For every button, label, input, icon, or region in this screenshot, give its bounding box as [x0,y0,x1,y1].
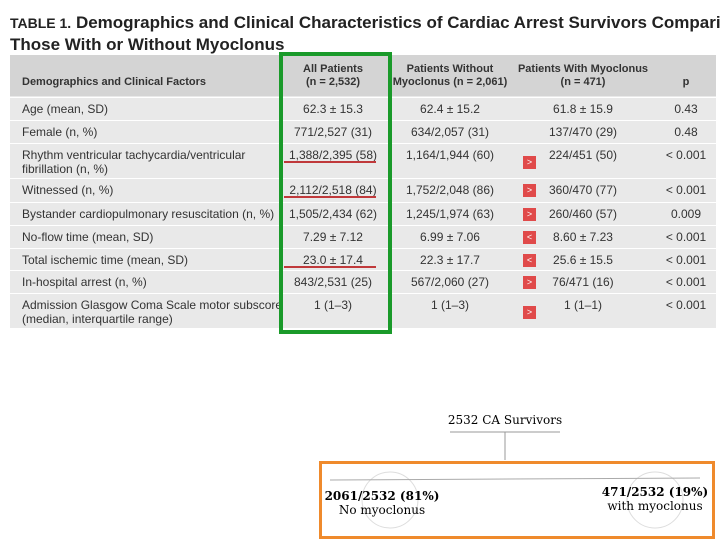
direction-marker: > [523,208,536,221]
cell: 771/2,527 (31) [293,125,373,139]
table-row: Bystander cardiopulmonary resuscitation … [10,202,716,226]
row-label: Admission Glasgow Coma Scale motor subsc… [22,298,283,326]
connector [329,477,701,481]
row-label: Age (mean, SD) [22,102,109,116]
row-label: Total ischemic time (mean, SD) [22,253,189,267]
header-line: p [682,76,690,88]
cell: 23.0 ± 17.4 [303,253,363,267]
table-row: No-flow time (mean, SD) 7.29 ± 7.12 6.99 ±… [10,225,716,249]
header-line: (n = 2,532) [305,76,361,88]
table-row: In-hospital arrest (n, %) 843/2,531 (25) 5… [10,270,716,294]
cell: 8.60 ± 7.23 [553,230,613,244]
cell: 567/2,060 (27) [410,275,490,289]
cell: 61.8 ± 15.9 [553,102,613,116]
direction-marker: > [523,276,536,289]
header-line: (n = 471) [560,76,606,88]
cell: < 0.001 [665,253,707,267]
underline [284,161,376,163]
table-title: TABLE 1. Demographics and Clinical Chara… [10,12,720,55]
direction-marker: > [523,156,536,169]
column-header: Patients Without Myoclonus (n = 2,061) [380,63,520,89]
table-row: Age (mean, SD) 62.3 ± 15.3 62.4 ± 15.2 61.8… [10,97,716,121]
underline [284,196,376,198]
right-node: 471/2532 (19%) [602,485,708,499]
column-header: Demographics and Clinical Factors [22,76,206,89]
highlight-box [279,52,392,334]
right-node: with myoclonus [607,499,702,513]
cell: 843/2,531 (25) [293,275,373,289]
cell: 360/470 (77) [548,183,618,197]
cell: 1,388/2,395 (58) [288,148,378,162]
header-line: Myoclonus (n = 2,061) [392,76,508,88]
direction-marker: < [523,254,536,267]
header-line: Demographics and Clinical Factors [22,76,206,88]
direction-marker: < [523,231,536,244]
cell: 0.48 [674,125,698,139]
column-header: p [616,76,720,89]
circle [361,471,419,529]
table: Demographics and Clinical Factors All Pat… [10,55,716,328]
cell: 62.3 ± 15.3 [303,102,363,116]
table-row: Witnessed (n, %) 2,112/2,518 (84) 1,752/2,… [10,178,716,203]
cell: 62.4 ± 15.2 [420,102,480,116]
table-header: Demographics and Clinical Factors All Pat… [10,55,716,96]
cell: 137/470 (29) [548,125,618,139]
row-label: Witnessed (n, %) [22,183,114,197]
title-line: Those With or Without Myoclonus [10,35,285,54]
left-node: 2061/2532 (81%) [325,489,440,503]
header-line: Patients With Myoclonus [517,63,649,75]
row-label: Rhythm ventricular tachycardia/ventricul… [22,148,246,176]
cell: 1,505/2,434 (62) [288,207,378,221]
table-row: Rhythm ventricular tachycardia/ventricul… [10,143,716,179]
table-row: Admission Glasgow Coma Scale motor subsc… [10,293,716,329]
cell: 6.99 ± 7.06 [420,230,480,244]
cell: 1 (1–1) [563,298,603,312]
cell: 260/460 (57) [548,207,618,221]
column-header: All Patients (n = 2,532) [263,63,403,89]
cell: < 0.001 [665,230,707,244]
direction-marker: > [523,306,536,319]
cell: 0.009 [670,207,702,221]
cell: 224/451 (50) [548,148,618,162]
header-line: All Patients [303,63,363,75]
cell: 1,245/1,974 (63) [405,207,495,221]
table-label: TABLE 1. [10,15,72,31]
underline [284,266,376,268]
direction-marker: > [523,184,536,197]
row-label: No-flow time (mean, SD) [22,230,154,244]
cell: < 0.001 [665,298,707,312]
table-row: Total ischemic time (mean, SD) 23.0 ± 17.… [10,248,716,271]
header-line: Patients Without [406,63,494,75]
cell: 1,164/1,944 (60) [405,148,495,162]
cell: < 0.001 [665,183,707,197]
left-node: No myoclonus [339,503,425,517]
cell: 7.29 ± 7.12 [303,230,363,244]
cell: 1 (1–3) [313,298,353,312]
cell: 76/471 (16) [552,275,614,289]
cell: 2,112/2,518 (84) [289,183,377,197]
cell: 0.43 [674,102,698,116]
row-label: Bystander cardiopulmonary resuscitation … [22,207,275,221]
cell: 1,752/2,048 (86) [405,183,495,197]
cell: < 0.001 [665,275,707,289]
root-node: 2532 CA Survivors [448,413,562,427]
cell: 22.3 ± 17.7 [420,253,480,267]
cell: 1 (1–3) [430,298,470,312]
table-row: Female (n, %) 771/2,527 (31) 634/2,057 (31… [10,120,716,144]
cell: 25.6 ± 15.5 [553,253,613,267]
row-label: Female (n, %) [22,125,98,139]
row-label: In-hospital arrest (n, %) [22,275,147,289]
cell: < 0.001 [665,148,707,162]
column-header: Patients With Myoclonus (n = 471) [513,63,653,89]
cell: 634/2,057 (31) [410,125,490,139]
highlight-box [319,461,715,539]
circle [626,471,684,529]
title-line: Demographics and Clinical Characteristic… [75,13,720,32]
